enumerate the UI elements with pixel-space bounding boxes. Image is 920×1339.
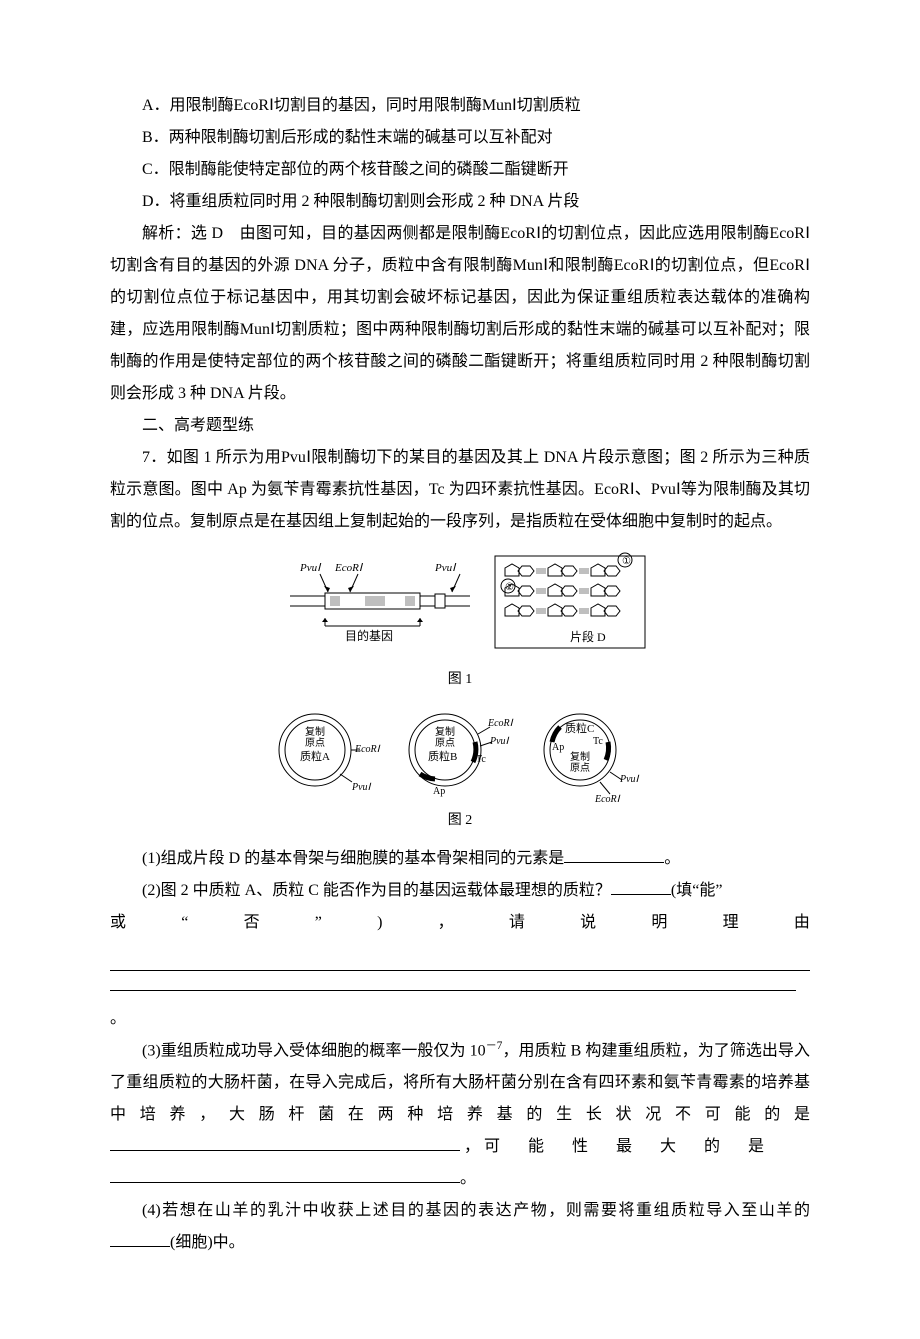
plasmid-c-ori-2: 原点 bbox=[570, 762, 590, 774]
fig1-circ1: ① bbox=[622, 556, 631, 567]
blank-3a[interactable] bbox=[110, 1150, 460, 1151]
plasmid-c-pvui: PvuⅠ bbox=[619, 774, 640, 785]
fig1-pvui-l: PvuⅠ bbox=[299, 562, 322, 574]
q7-sub1-suffix: 。 bbox=[664, 850, 680, 867]
fig1-circ2: ② bbox=[505, 582, 514, 593]
plasmid-b-name: 质粒B bbox=[428, 749, 457, 763]
plasmid-c-ap: Ap bbox=[552, 742, 564, 753]
figure-1-label: 图 1 bbox=[110, 666, 810, 694]
figure-1-svg: PvuⅠ EcoRⅠ PvuⅠ 目的基因 bbox=[270, 546, 650, 666]
q7-sub4-a: (4)若想在山羊的乳汁中收获上述目的基因的表达产物，则需要将重组质粒导入至山羊的 bbox=[142, 1202, 810, 1219]
q7-sub3-sup: －7 bbox=[486, 1040, 503, 1052]
figure-2-label: 图 2 bbox=[110, 807, 810, 835]
q7-sub2-end: 。 bbox=[110, 1010, 126, 1027]
blank-3b[interactable] bbox=[110, 1182, 460, 1183]
q7-sub4-b: (细胞)中。 bbox=[170, 1234, 245, 1251]
q7-sub2-line2: 或 “否”)，请说明理由 bbox=[110, 907, 810, 939]
option-b: B．两种限制酶切割后形成的黏性末端的碱基可以互补配对 bbox=[110, 122, 810, 154]
q7-sub2-hint: (填“能” bbox=[671, 882, 723, 899]
blank-2b-line2[interactable] bbox=[110, 990, 796, 991]
option-b-text: B．两种限制酶切割后形成的黏性末端的碱基可以互补配对 bbox=[142, 129, 553, 146]
figure-2-svg: 复制 原点 质粒A EcoRⅠ PvuⅠ 复制 原点 质粒B Tc Ap Eco… bbox=[260, 702, 660, 807]
plasmid-b-ap: Ap bbox=[433, 786, 445, 797]
q7-sub4: (4)若想在山羊的乳汁中收获上述目的基因的表达产物，则需要将重组质粒导入至山羊的… bbox=[110, 1195, 810, 1259]
plasmid-b-tc: Tc bbox=[476, 754, 486, 765]
plasmid-a-ori-2: 原点 bbox=[305, 737, 325, 749]
q7-stem-text: 7．如图 1 所示为用PvuⅠ限制酶切下的某目的基因及其上 DNA 片段示意图；… bbox=[110, 449, 810, 530]
option-a: A．用限制酶EcoRⅠ切割目的基因，同时用限制酶MunⅠ切割质粒 bbox=[110, 90, 810, 122]
q7-sub1: (1)组成片段 D 的基本骨架与细胞膜的基本骨架相同的元素是 。 bbox=[110, 843, 810, 875]
plasmid-b-ori-2: 原点 bbox=[435, 737, 455, 749]
figure-1: PvuⅠ EcoRⅠ PvuⅠ 目的基因 bbox=[110, 546, 810, 694]
plasmid-b-pvui: PvuⅠ bbox=[489, 736, 510, 747]
plasmid-c-ecori: EcoRⅠ bbox=[594, 794, 621, 805]
plasmid-a-name: 质粒A bbox=[300, 749, 330, 763]
section-title: 二、高考题型练 bbox=[110, 410, 810, 442]
plasmid-c-tc: Tc bbox=[593, 736, 603, 747]
q7-sub2-or: 或 bbox=[110, 907, 126, 939]
q7-sub3-a: (3)重组质粒成功导入受体细胞的概率一般仅为 10 bbox=[142, 1042, 486, 1059]
q7-sub3-end: 。 bbox=[460, 1170, 476, 1187]
fig1-pvui-r: PvuⅠ bbox=[434, 562, 457, 574]
blank-2a[interactable] bbox=[611, 894, 671, 895]
plasmid-c-ori-1: 复制 bbox=[570, 750, 590, 763]
q7-stem: 7．如图 1 所示为用PvuⅠ限制酶切下的某目的基因及其上 DNA 片段示意图；… bbox=[110, 442, 810, 538]
fig1-target-gene: 目的基因 bbox=[345, 628, 393, 643]
blank-1[interactable] bbox=[564, 862, 664, 863]
option-d-text: D．将重组质粒同时用 2 种限制酶切割则会形成 2 种 DNA 片段 bbox=[142, 193, 579, 210]
option-c: C．限制酶能使特定部位的两个核苷酸之间的磷酸二酯键断开 bbox=[110, 154, 810, 186]
plasmid-b-ecori: EcoRⅠ bbox=[487, 718, 514, 729]
q7-sub2-a: (2)图 2 中质粒 A、质粒 C 能否作为目的基因运载体最理想的质粒？ bbox=[142, 882, 611, 899]
option-c-text: C．限制酶能使特定部位的两个核苷酸之间的磷酸二酯键断开 bbox=[142, 161, 569, 178]
q7-sub1-text: (1)组成片段 D 的基本骨架与细胞膜的基本骨架相同的元素是 bbox=[142, 850, 564, 867]
blank-4[interactable] bbox=[110, 1246, 170, 1247]
plasmid-a-ecori: EcoRⅠ bbox=[354, 744, 381, 755]
plasmid-c-name: 质粒C bbox=[565, 721, 594, 735]
q7-sub3-line2: 。 bbox=[110, 1163, 810, 1195]
figure-2: 复制 原点 质粒A EcoRⅠ PvuⅠ 复制 原点 质粒B Tc Ap Eco… bbox=[110, 702, 810, 835]
plasmid-a-ori-1: 复制 bbox=[305, 725, 325, 738]
analysis-prefix: 解析：选 D bbox=[142, 225, 223, 242]
blank-2b-line1[interactable] bbox=[110, 939, 810, 971]
q7-sub3-tail: 可能性最大的是 bbox=[484, 1138, 792, 1155]
fig1-fragment-d: 片段 D bbox=[570, 629, 606, 644]
fig1-ecori: EcoRⅠ bbox=[334, 562, 364, 574]
analysis-para: 解析：选 D 由图可知，目的基因两侧都是限制酶EcoRⅠ的切割位点，因此应选用限… bbox=[110, 218, 810, 410]
option-a-text: A．用限制酶EcoRⅠ切割目的基因，同时用限制酶MunⅠ切割质粒 bbox=[142, 97, 581, 114]
q7-sub2-line1: (2)图 2 中质粒 A、质粒 C 能否作为目的基因运载体最理想的质粒？ (填“能… bbox=[110, 875, 810, 907]
analysis-body: 由图可知，目的基因两侧都是限制酶EcoRⅠ的切割位点，因此应选用限制酶EcoRⅠ… bbox=[110, 225, 810, 402]
q7-sub2-line4: 。 bbox=[110, 971, 810, 1035]
plasmid-b-ori-1: 复制 bbox=[435, 725, 455, 738]
q7-sub3: (3)重组质粒成功导入受体细胞的概率一般仅为 10－7，用质粒 B 构建重组质粒… bbox=[110, 1035, 810, 1163]
section-title-text: 二、高考题型练 bbox=[142, 417, 254, 434]
option-d: D．将重组质粒同时用 2 种限制酶切割则会形成 2 种 DNA 片段 bbox=[110, 186, 810, 218]
plasmid-a-pvui: PvuⅠ bbox=[351, 782, 372, 793]
